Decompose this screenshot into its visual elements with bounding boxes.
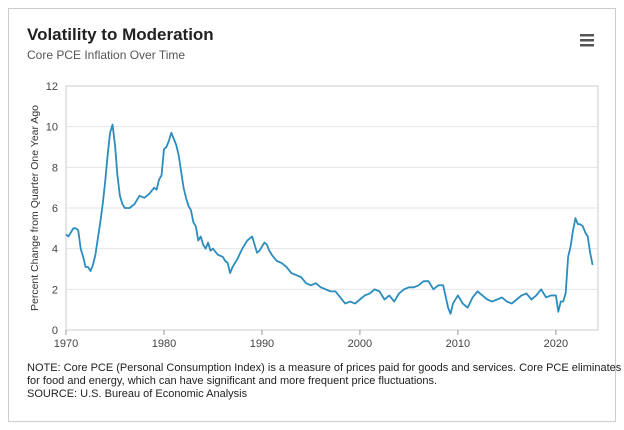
y-tick-label: 4: [52, 244, 58, 256]
x-tick-label: 2010: [446, 338, 470, 350]
y-tick-label: 8: [52, 162, 58, 174]
y-axis-label: Percent Change from Quarter One Year Ago: [29, 105, 41, 311]
y-tick-label: 10: [46, 122, 58, 134]
y-tick-label: 2: [52, 284, 58, 296]
note: for food and energy, which can have sign…: [27, 375, 437, 387]
x-tick-label: 2000: [348, 338, 372, 350]
plot-border: [65, 85, 599, 331]
x-tick-label: 2020: [544, 338, 568, 350]
y-tick-label: 0: [52, 325, 58, 337]
x-tick-label: 1970: [54, 338, 78, 350]
x-tick-label: 1980: [152, 338, 176, 350]
menu-icon[interactable]: [580, 34, 594, 47]
note: NOTE: Core PCE (Personal Consumption Ind…: [27, 362, 624, 374]
data-line: [65, 123, 594, 315]
y-tick-label: 6: [52, 203, 58, 215]
note: SOURCE: U.S. Bureau of Economic Analysis: [27, 388, 248, 400]
chart-frame: [8, 8, 616, 422]
chart-subtitle: Core PCE Inflation Over Time: [27, 48, 185, 62]
x-tick-label: 1990: [250, 338, 274, 350]
y-tick-label: 12: [46, 81, 58, 93]
chart-title: Volatility to Moderation: [27, 25, 214, 44]
